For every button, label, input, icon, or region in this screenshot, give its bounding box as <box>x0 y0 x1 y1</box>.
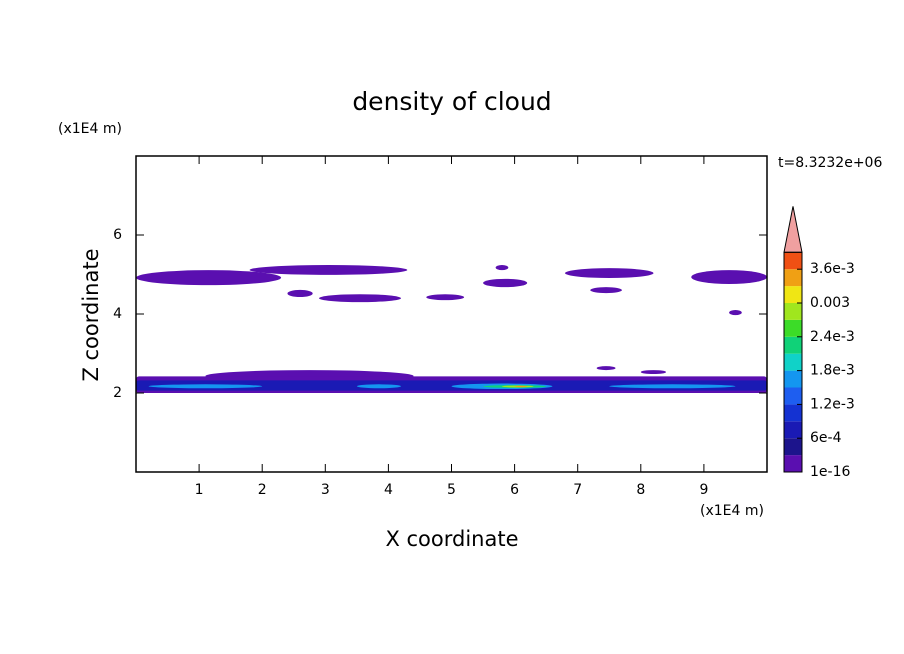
colorbar-extend <box>783 206 803 253</box>
contour-region <box>691 270 767 284</box>
plot-frame <box>135 155 768 473</box>
contour-region <box>287 289 313 298</box>
contour-region <box>483 278 528 288</box>
contour-region <box>148 384 263 389</box>
time-label: t=8.3232e+06 <box>778 155 882 171</box>
contour-region <box>426 294 465 301</box>
contour-region <box>609 384 736 389</box>
contour-region <box>318 294 402 303</box>
colorbar-band <box>784 438 802 456</box>
chart-title: density of cloud <box>352 87 551 116</box>
colorbar-tick-label: 6e-4 <box>810 430 842 446</box>
colorbar-band <box>784 336 802 354</box>
colorbar-frame <box>783 251 803 473</box>
contour-region <box>356 384 402 389</box>
y-tick-label: 2 <box>113 385 122 401</box>
colorbar-band <box>784 269 802 287</box>
colorbar-band <box>784 387 802 405</box>
y-axis-label: Z coordinate <box>79 248 103 381</box>
x-tick-label: 8 <box>636 482 645 498</box>
x-tick-label: 5 <box>447 482 456 498</box>
x-tick-label: 1 <box>195 482 204 498</box>
contour-region <box>514 385 528 388</box>
colorbar-tick-label: 1e-16 <box>810 464 850 480</box>
x-unit: (x1E4 m) <box>700 503 764 519</box>
contour-region <box>729 310 742 316</box>
x-axis-label: X coordinate <box>385 527 518 551</box>
contour-region <box>495 265 509 271</box>
contour-region <box>590 287 622 294</box>
contour-region <box>136 380 767 391</box>
colorbar-band <box>784 319 802 337</box>
colorbar-band <box>784 286 802 303</box>
colorbar-band <box>784 421 802 439</box>
y-tick-label: 6 <box>113 227 122 243</box>
colorbar-band <box>784 252 802 270</box>
x-tick-label: 9 <box>699 482 708 498</box>
colorbar-tick-label: 0.003 <box>810 295 850 311</box>
x-tick-label: 3 <box>321 482 330 498</box>
y-unit: (x1E4 m) <box>58 121 122 137</box>
colorbar-tick-label: 2.4e-3 <box>810 329 855 345</box>
x-tick-label: 6 <box>510 482 519 498</box>
x-tick-label: 2 <box>258 482 267 498</box>
colorbar-band <box>784 353 802 371</box>
colorbar-band <box>784 404 802 422</box>
colorbar-tick-label: 3.6e-3 <box>810 261 855 277</box>
colorbar-band <box>784 303 802 320</box>
colorbar-band <box>784 370 802 388</box>
colorbar-band <box>784 455 802 472</box>
colorbar-tick-label: 1.2e-3 <box>810 396 855 412</box>
contour-region <box>640 370 667 375</box>
x-tick-label: 4 <box>384 482 393 498</box>
contour-region <box>565 268 654 279</box>
contour-region <box>136 270 282 286</box>
colorbar-tick-label: 1.8e-3 <box>810 363 855 379</box>
contour-region <box>249 265 408 275</box>
contour-region <box>596 366 616 371</box>
y-tick-label: 4 <box>113 306 122 322</box>
x-tick-label: 7 <box>573 482 582 498</box>
